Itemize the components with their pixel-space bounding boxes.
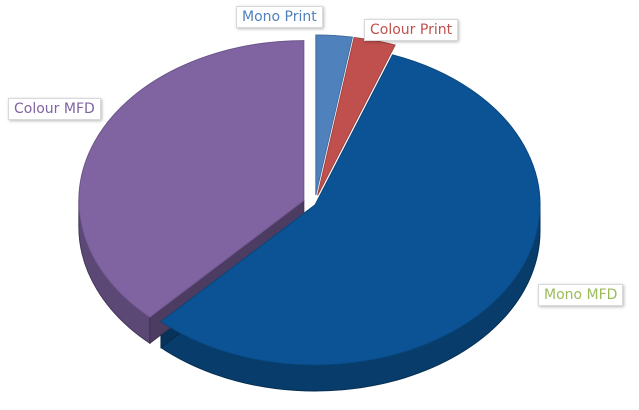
pie-slice-colour-mfd bbox=[78, 40, 305, 318]
label-mono-print: Mono Print bbox=[236, 6, 323, 28]
label-colour-print: Colour Print bbox=[364, 19, 459, 41]
label-mono-mfd: Mono MFD bbox=[538, 284, 624, 306]
pie-slice-mono-mfd bbox=[160, 54, 541, 366]
pie-slice-mono-print bbox=[315, 34, 354, 196]
label-colour-mfd: Colour MFD bbox=[8, 98, 101, 120]
